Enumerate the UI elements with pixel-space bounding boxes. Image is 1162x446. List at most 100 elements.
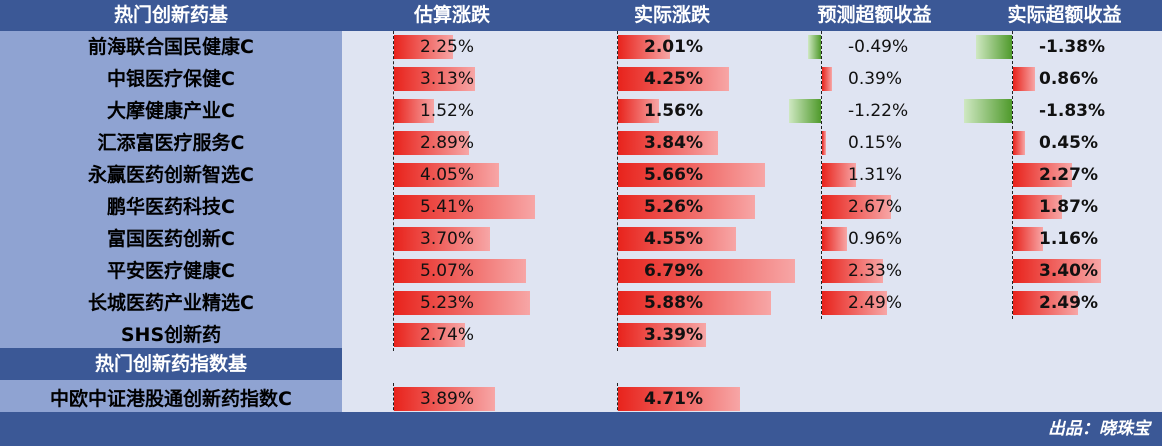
value-estimated-change: 2.25% xyxy=(420,37,475,57)
bar-actual-excess xyxy=(1013,67,1036,91)
axis-line-actual-change xyxy=(617,383,618,415)
bar-actual-excess xyxy=(1013,163,1073,187)
bar-predicted-excess xyxy=(822,131,826,155)
value-estimated-change: 1.52% xyxy=(420,101,475,121)
bar-actual-excess xyxy=(1013,291,1078,315)
bar-predicted-excess xyxy=(822,291,887,315)
value-actual-excess: 1.87% xyxy=(1039,197,1098,217)
value-area xyxy=(342,31,1162,412)
bar-actual-change xyxy=(618,131,718,155)
value-actual-excess: -1.38% xyxy=(1039,37,1106,57)
value-estimated-change: 2.74% xyxy=(420,325,475,345)
value-actual-excess: 2.49% xyxy=(1039,293,1098,313)
bar-predicted-excess xyxy=(808,35,821,59)
value-actual-change: 5.66% xyxy=(644,165,703,185)
bar-actual-excess xyxy=(964,99,1012,123)
value-actual-excess: 1.16% xyxy=(1039,229,1098,249)
bar-predicted-excess xyxy=(822,163,857,187)
value-estimated-change: 5.23% xyxy=(420,293,475,313)
header-actual-excess: 实际超额收益 xyxy=(1007,4,1122,26)
value-predicted-excess: -1.22% xyxy=(848,101,909,121)
axis-line-estimated-change xyxy=(393,31,394,351)
bar-actual-excess xyxy=(1013,131,1025,155)
header-fund-name: 热门创新药基 xyxy=(113,4,228,26)
bar-estimated-change xyxy=(394,131,470,155)
value-actual-change: 1.56% xyxy=(644,101,703,121)
bar-estimated-change xyxy=(394,163,500,187)
value-actual-change: 4.71% xyxy=(644,389,703,409)
value-predicted-excess: 1.31% xyxy=(848,165,903,185)
fund-name: 永赢医药创新智选C xyxy=(88,164,254,186)
fund-name: 鹏华医药科技C xyxy=(107,196,235,218)
fund-name: 汇添富医疗服务C xyxy=(97,132,245,154)
fund-name: 平安医疗健康C xyxy=(107,260,235,282)
value-actual-excess: -1.83% xyxy=(1039,101,1106,121)
value-predicted-excess: 2.67% xyxy=(848,197,903,217)
bar-estimated-change xyxy=(394,67,476,91)
value-actual-change: 4.25% xyxy=(644,69,703,89)
bar-actual-change xyxy=(618,35,671,59)
bar-actual-change xyxy=(618,323,707,347)
fund-name: 富国医药创新C xyxy=(107,228,235,250)
bar-predicted-excess xyxy=(822,67,833,91)
bar-estimated-change xyxy=(394,195,535,219)
value-predicted-excess: 2.49% xyxy=(848,293,903,313)
value-actual-change: 6.79% xyxy=(644,261,703,281)
bar-estimated-change xyxy=(394,227,491,251)
header-predicted-excess: 预测超额收益 xyxy=(817,4,932,26)
value-predicted-excess: 0.15% xyxy=(848,133,903,153)
bar-actual-change xyxy=(618,291,771,315)
value-predicted-excess: -0.49% xyxy=(848,37,909,57)
value-estimated-change: 5.41% xyxy=(420,197,475,217)
table-header: 热门创新药基 估算涨跌 实际涨跌 预测超额收益 实际超额收益 xyxy=(0,0,1162,31)
value-estimated-change: 3.13% xyxy=(420,69,475,89)
value-estimated-change: 3.89% xyxy=(420,389,475,409)
footer-bar: 出品：晓珠宝 xyxy=(0,412,1162,446)
bar-estimated-change xyxy=(394,35,453,59)
fund-name: 大摩健康产业C xyxy=(107,100,235,122)
fund-name: 中欧中证港股通创新药指数C xyxy=(50,388,292,410)
bar-predicted-excess xyxy=(822,259,883,283)
bar-actual-change xyxy=(618,67,729,91)
bar-predicted-excess xyxy=(822,195,892,219)
credit-text: 出品：晓珠宝 xyxy=(1048,419,1150,439)
bar-actual-excess xyxy=(976,35,1012,59)
value-estimated-change: 2.89% xyxy=(420,133,475,153)
value-actual-excess: 2.27% xyxy=(1039,165,1098,185)
value-actual-excess: 0.86% xyxy=(1039,69,1098,89)
bar-actual-change xyxy=(618,387,741,411)
axis-line-estimated-change xyxy=(393,383,394,415)
header-estimated-change: 估算涨跌 xyxy=(413,4,490,26)
value-actual-change: 5.88% xyxy=(644,293,703,313)
bar-actual-excess xyxy=(1013,259,1102,283)
value-predicted-excess: 2.33% xyxy=(848,261,903,281)
fund-name: 前海联合国民健康C xyxy=(88,36,254,58)
bar-predicted-excess xyxy=(789,99,821,123)
fund-name: 中银医疗保健C xyxy=(107,68,235,90)
bar-estimated-change xyxy=(394,387,496,411)
axis-line-actual-change xyxy=(617,31,618,351)
value-actual-excess: 0.45% xyxy=(1039,133,1098,153)
bar-actual-change xyxy=(618,227,737,251)
axis-line-predicted-excess xyxy=(821,31,822,319)
value-estimated-change: 3.70% xyxy=(420,229,475,249)
bar-estimated-change xyxy=(394,99,434,123)
index-fund-subheader: 热门创新药指数基 xyxy=(0,348,342,380)
bar-actual-change xyxy=(618,99,659,123)
value-actual-change: 2.01% xyxy=(644,37,703,57)
bar-actual-change xyxy=(618,195,755,219)
fund-name: SHS创新药 xyxy=(120,324,222,346)
bar-actual-change xyxy=(618,259,795,283)
value-estimated-change: 4.05% xyxy=(420,165,475,185)
axis-line-actual-excess xyxy=(1012,31,1013,319)
bar-estimated-change xyxy=(394,259,526,283)
value-actual-change: 5.26% xyxy=(644,197,703,217)
bar-estimated-change xyxy=(394,291,530,315)
bar-actual-change xyxy=(618,163,766,187)
value-actual-change: 3.39% xyxy=(644,325,703,345)
value-actual-change: 4.55% xyxy=(644,229,703,249)
value-actual-change: 3.84% xyxy=(644,133,703,153)
value-predicted-excess: 0.96% xyxy=(848,229,903,249)
bar-actual-excess xyxy=(1013,227,1044,251)
bar-estimated-change xyxy=(394,323,466,347)
